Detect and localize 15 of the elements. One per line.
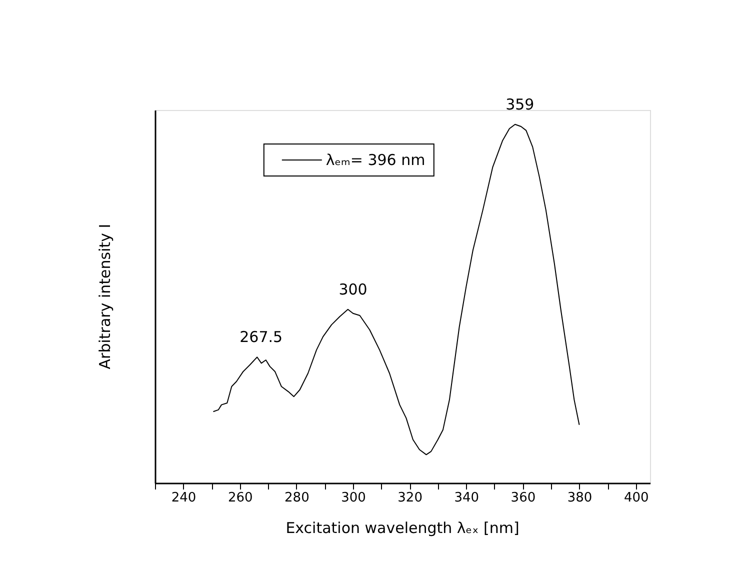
x-tick-label: 280 xyxy=(284,490,310,506)
x-tick-label: 340 xyxy=(454,490,480,506)
legend-label: λₑₘ= 396 nm xyxy=(326,151,426,169)
x-tick-label: 360 xyxy=(510,490,536,506)
x-tick-label: 240 xyxy=(171,490,196,506)
annotation: 267.5 xyxy=(240,328,283,346)
x-tick-label: 320 xyxy=(398,490,422,506)
annotation: 300 xyxy=(338,280,368,298)
annotation: 359 xyxy=(506,95,534,114)
x-tick-label: 380 xyxy=(567,490,592,506)
x-tick-label: 260 xyxy=(228,490,253,506)
y-axis-title: Arbitrary intensity I xyxy=(96,224,114,370)
x-axis-title: Excitation wavelength λₑₓ [nm] xyxy=(286,519,520,537)
x-tick-label: 400 xyxy=(624,490,649,506)
x-tick-label: 300 xyxy=(341,490,366,506)
